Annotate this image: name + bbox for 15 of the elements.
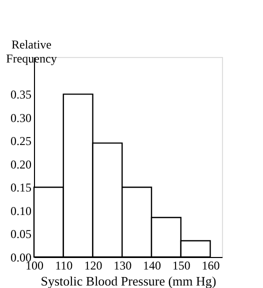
x-axis-title: Systolic Blood Pressure (mm Hg): [40, 274, 216, 288]
y-tick-label: 0.10: [10, 204, 32, 218]
y-tick-label: 0.20: [10, 157, 32, 172]
y-tick-label: 0.05: [10, 227, 32, 242]
y-tick-label: 0.25: [10, 134, 32, 148]
y-tick-label: 0.15: [10, 180, 32, 195]
x-tick-label: 160: [202, 258, 220, 272]
x-tick-label: 130: [114, 258, 132, 272]
x-tick-label: 140: [143, 258, 161, 272]
x-tick-label: 110: [55, 258, 73, 272]
y-tick-label: 0.35: [10, 88, 32, 102]
y-axis-title: Relative Frequency: [6, 38, 57, 66]
x-tick-label: 150: [172, 258, 190, 272]
y-tick-label: 0.30: [10, 110, 32, 125]
x-tick-label: 120: [84, 258, 102, 272]
